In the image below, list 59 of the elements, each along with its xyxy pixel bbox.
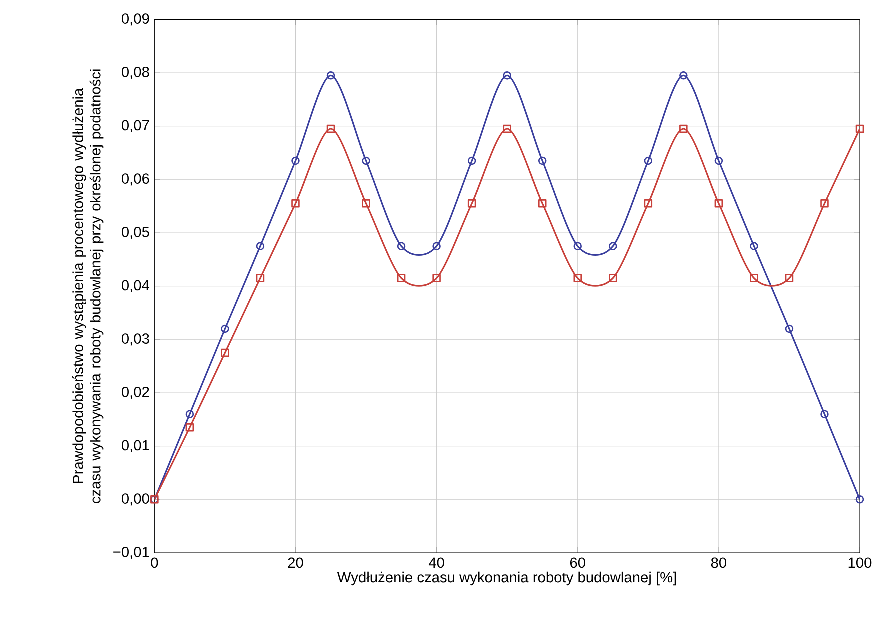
y-tick-label: 0,09 — [122, 14, 150, 26]
point — [397, 274, 406, 282]
x-tick-label: 100 — [848, 558, 872, 568]
point — [856, 496, 864, 504]
y-tick-label: 0,08 — [122, 66, 150, 80]
point — [609, 274, 618, 282]
x-tick-label: 20 — [288, 558, 304, 568]
point — [714, 200, 724, 208]
point — [785, 274, 794, 282]
point — [221, 348, 230, 358]
x-tick-label: 40 — [428, 558, 444, 568]
point — [256, 242, 265, 250]
point — [362, 156, 370, 166]
point — [256, 274, 265, 282]
point — [432, 274, 441, 282]
y-tick-label: 0,07 — [122, 120, 150, 132]
point — [292, 200, 300, 208]
point — [432, 242, 441, 250]
point — [186, 410, 194, 418]
point — [680, 124, 688, 134]
point — [856, 124, 864, 134]
y-tick-label: 0,02 — [122, 386, 150, 400]
x-tick-label: 80 — [711, 558, 727, 568]
point — [750, 274, 758, 282]
point — [186, 424, 194, 432]
point — [292, 156, 300, 166]
x-tick-label: 60 — [570, 558, 586, 568]
point — [468, 156, 476, 166]
y-tick-label: 0,06 — [122, 174, 150, 186]
x-tick-label: 0 — [151, 558, 158, 568]
point — [326, 124, 336, 134]
point — [820, 200, 829, 208]
y-tick-label: 0,00 — [122, 494, 150, 506]
point — [503, 72, 512, 80]
y-tick-label: −0,01 — [114, 546, 150, 560]
point — [644, 156, 653, 166]
y-tick-label: 0,04 — [122, 280, 150, 292]
point — [609, 242, 618, 250]
point — [574, 242, 582, 250]
point — [785, 324, 794, 334]
x-axis-title: Wydłużenie czasu wykonania roboty budowlanej [%] — [337, 572, 676, 586]
y-tick-label: 0,05 — [122, 226, 150, 240]
point — [680, 72, 688, 80]
point — [326, 72, 336, 80]
point — [503, 124, 512, 134]
point — [820, 410, 829, 418]
point — [750, 242, 758, 250]
point — [574, 274, 582, 282]
y-axis-title: Prawdopodobieństwo wystąpienia procentowego wydłużenia czasu wykonywania roboty budowlanej przy określonej podatności — [72, 70, 104, 504]
y-tick-label: 0,01 — [122, 440, 150, 452]
point — [362, 200, 370, 208]
y-tick-label: 0,03 — [122, 334, 150, 346]
point — [644, 200, 653, 208]
point — [397, 242, 406, 250]
point — [714, 156, 724, 166]
point — [538, 200, 547, 208]
point — [468, 200, 476, 208]
point — [221, 324, 230, 334]
point — [538, 156, 547, 166]
